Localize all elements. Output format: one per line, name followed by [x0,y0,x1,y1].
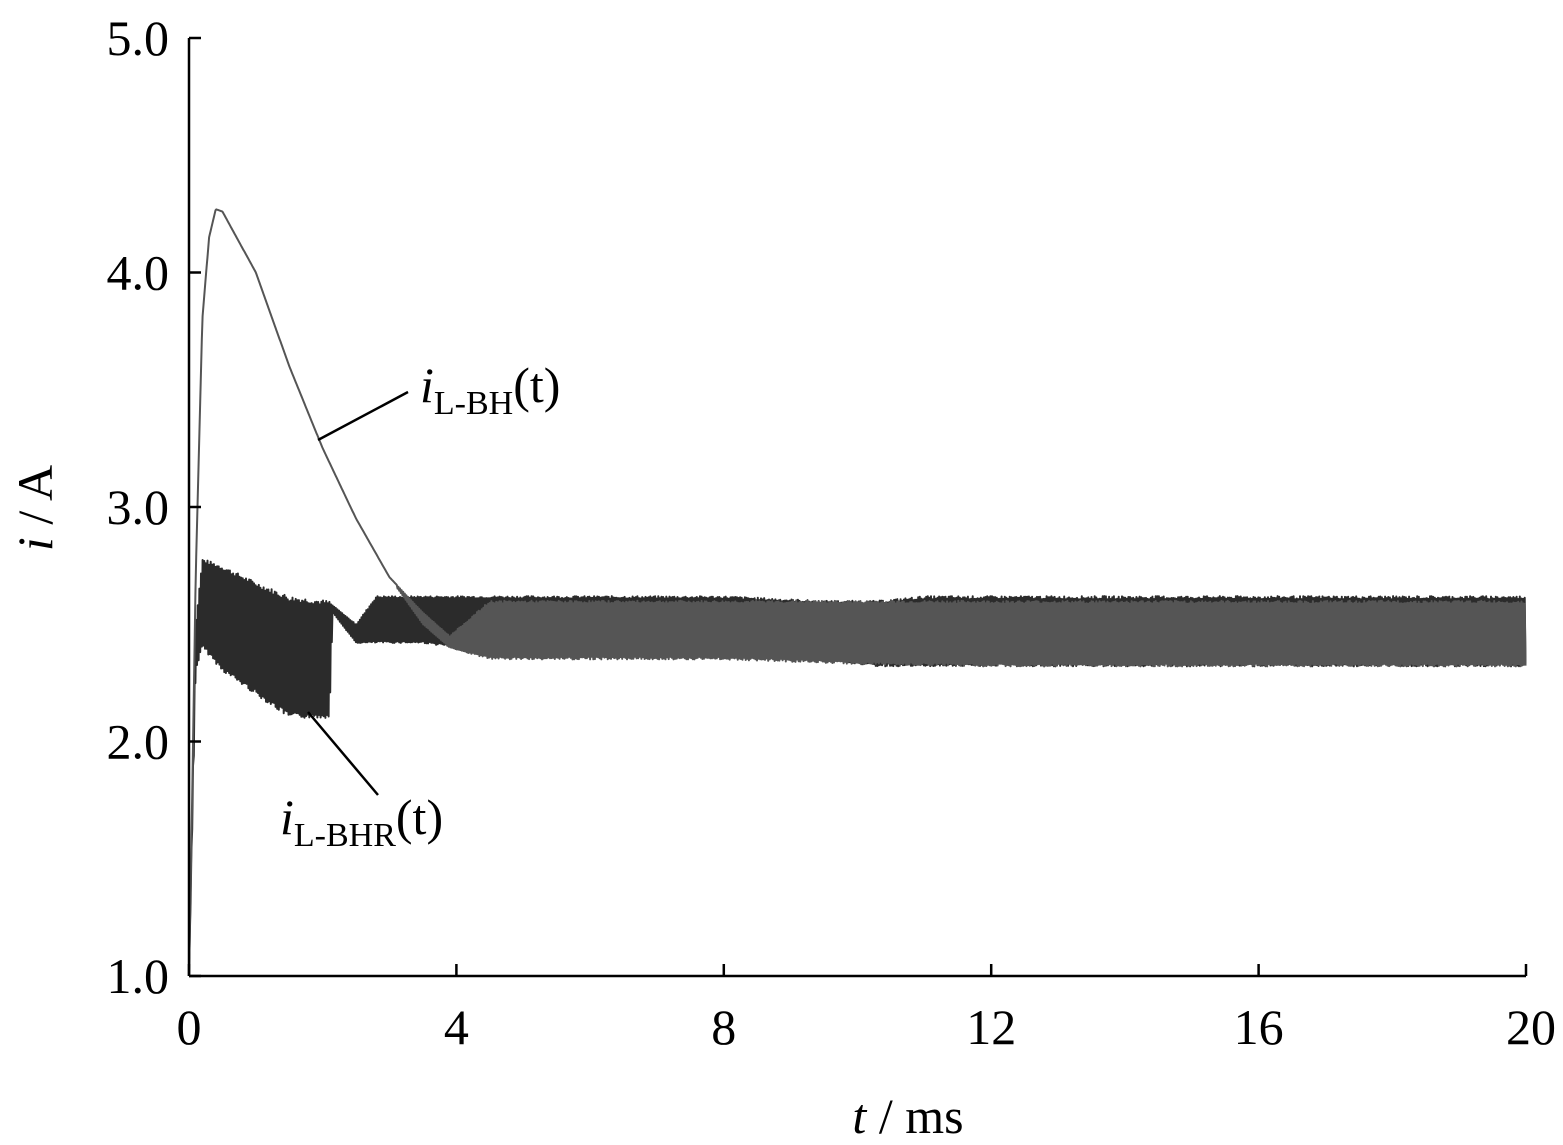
y-tick-label: 3.0 [107,479,170,535]
x-tick-label: 12 [966,999,1016,1055]
ticks-layer: 0 4 8 12 16 20 1.0 2.0 3.0 4.0 5.0 [107,10,1557,1055]
y-tick-label: 2.0 [107,714,170,770]
annotation-il-bhr: iL-BHR(t) [280,789,443,854]
y-axis-label: i / A [7,465,63,551]
x-tick-label: 0 [177,999,202,1055]
x-tick-label: 8 [711,999,736,1055]
y-tick-label: 4.0 [107,245,170,301]
series-line-il-bh [188,208,1527,977]
x-tick-label: 4 [444,999,469,1055]
x-tick-label: 16 [1234,999,1284,1055]
annotation-leader-il-bhr [307,711,379,796]
annotation-il-bh: iL-BH(t) [420,357,560,422]
x-tick-label: 20 [1506,999,1556,1055]
y-tick-label: 5.0 [107,10,170,66]
y-tick-label: 1.0 [107,948,170,1004]
series-layer [188,208,1527,977]
annotation-leader-il-bh [317,390,409,442]
x-axis-label: t / ms [852,1088,963,1144]
